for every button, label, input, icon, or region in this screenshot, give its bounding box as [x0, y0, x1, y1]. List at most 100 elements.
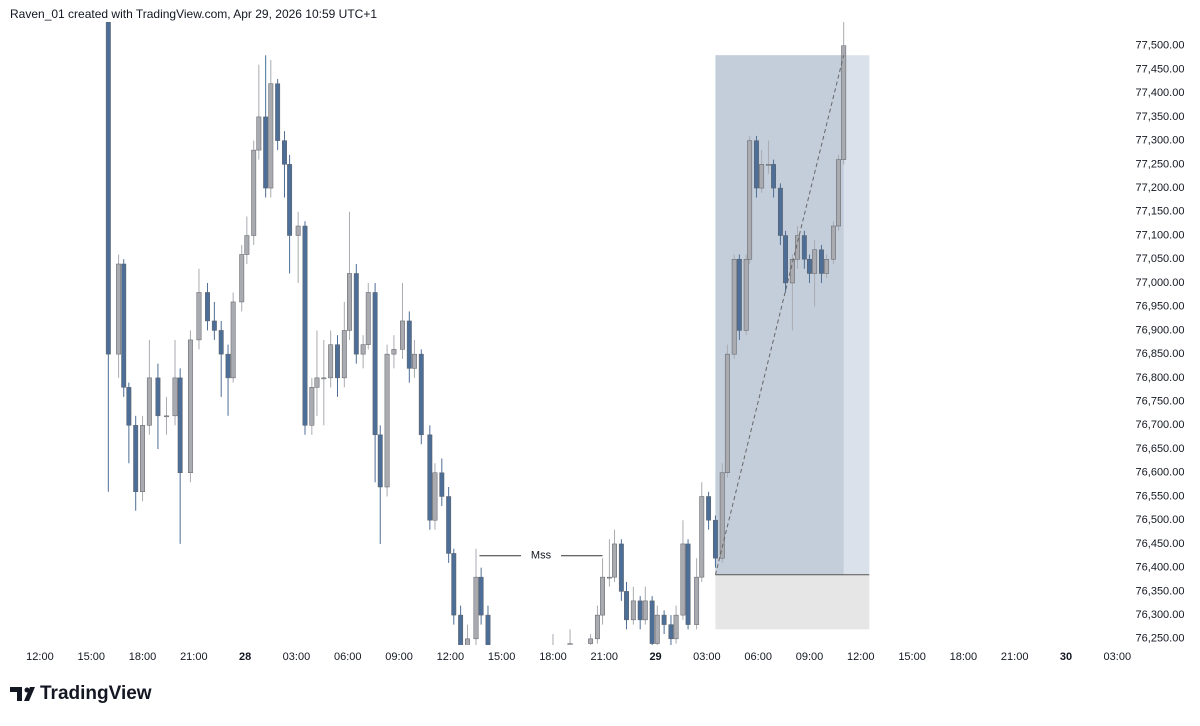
candle-body	[187, 339, 193, 474]
y-tick-label: 76,800.00	[1136, 372, 1185, 384]
candle-body	[731, 258, 737, 355]
candle-body	[830, 225, 836, 260]
plot-area: Mss	[105, 22, 870, 687]
candle-body	[783, 235, 788, 284]
x-tick-label: 03:00	[283, 651, 311, 663]
header: Raven_01 created with TradingView.com, A…	[10, 7, 377, 21]
y-tick-label: 76,550.00	[1136, 490, 1185, 502]
x-tick-label: 18:00	[950, 651, 978, 663]
candle-body	[244, 235, 250, 255]
stop-zone	[715, 574, 870, 630]
candle-body	[724, 353, 730, 474]
candle-body	[365, 292, 371, 345]
candle-body	[588, 638, 594, 644]
candle-body	[567, 643, 573, 645]
candle-body	[789, 258, 795, 284]
x-tick-label: 18:00	[129, 651, 157, 663]
y-tick-label: 76,900.00	[1136, 324, 1185, 336]
candle-body	[341, 330, 347, 379]
candle-body	[239, 254, 245, 303]
candle-body	[759, 164, 765, 189]
candle-body	[836, 159, 842, 227]
candle-body	[637, 600, 643, 621]
candle-body	[478, 576, 484, 616]
x-tick-label: 09:00	[796, 651, 824, 663]
candle-body	[771, 164, 777, 189]
candle-body	[275, 83, 281, 141]
x-tick-label: 12:00	[26, 651, 54, 663]
y-tick-label: 76,450.00	[1136, 538, 1185, 550]
candle-body	[754, 140, 759, 189]
candle-body	[164, 415, 169, 418]
candle-body	[777, 187, 783, 236]
candle-body	[594, 614, 600, 640]
x-tick-label: 12:00	[437, 651, 465, 663]
candle-body	[473, 576, 479, 640]
candle-body	[353, 273, 359, 355]
candle-body	[384, 353, 390, 488]
x-tick-label: 03:00	[1104, 651, 1132, 663]
candle-body	[819, 249, 824, 274]
candle-body	[225, 353, 231, 379]
candle-body	[133, 425, 139, 492]
x-tick-label: 15:00	[488, 651, 516, 663]
candle-body	[205, 292, 210, 322]
candle-body	[485, 614, 491, 645]
candle-body	[377, 434, 383, 488]
candle-body	[446, 496, 452, 554]
y-tick-label: 76,700.00	[1136, 419, 1185, 431]
x-tick-label: 30	[1060, 651, 1072, 663]
y-tick-label: 76,500.00	[1136, 514, 1185, 526]
candle-body	[432, 472, 438, 521]
candle-body	[263, 116, 269, 189]
candle-body	[534, 672, 538, 681]
candle-body	[302, 225, 308, 426]
candle-body	[251, 149, 257, 236]
candle-body	[321, 377, 327, 380]
y-tick-label: 76,400.00	[1136, 562, 1185, 574]
candle-body	[439, 472, 445, 497]
candle-body	[795, 235, 800, 260]
candle-body	[680, 543, 686, 616]
brand: TradingView	[40, 683, 152, 704]
x-tick-label: 21:00	[1001, 651, 1029, 663]
y-tick-label: 77,250.00	[1136, 158, 1185, 170]
mss-label: Mss	[531, 550, 552, 562]
candle-body	[256, 116, 262, 151]
candle-body	[391, 349, 397, 355]
y-tick-label: 77,500.00	[1136, 40, 1185, 52]
candle-body	[155, 377, 161, 417]
candle-body	[499, 663, 503, 687]
candle-body	[712, 519, 718, 559]
candle-body	[140, 425, 145, 492]
candle-body	[706, 496, 712, 521]
brand-logo	[10, 687, 35, 701]
candle-body	[328, 344, 334, 379]
candle-body	[126, 387, 132, 426]
candle-body	[400, 320, 405, 350]
candle-body	[841, 45, 847, 160]
candle-body	[551, 663, 555, 682]
candle-body	[177, 377, 183, 474]
candle-body	[812, 249, 818, 274]
y-tick-label: 76,950.00	[1136, 301, 1185, 313]
candle-body	[146, 377, 152, 426]
x-tick-label: 21:00	[591, 651, 619, 663]
candle-body	[465, 638, 470, 645]
candle-body	[360, 344, 366, 355]
trade-path	[714, 55, 845, 575]
candle-body	[309, 387, 315, 426]
y-tick-label: 76,600.00	[1136, 467, 1185, 479]
candle-body	[218, 330, 224, 355]
candle-body	[105, 22, 111, 355]
x-tick-label: 03:00	[693, 651, 721, 663]
candle-body	[314, 377, 320, 388]
x-tick-label: 28	[239, 651, 251, 663]
candle-body	[618, 543, 624, 592]
candle-body	[196, 292, 202, 341]
candle-body	[649, 600, 655, 644]
y-tick-label: 76,300.00	[1136, 609, 1185, 621]
candle-body	[747, 140, 753, 260]
candle-body	[719, 472, 725, 559]
